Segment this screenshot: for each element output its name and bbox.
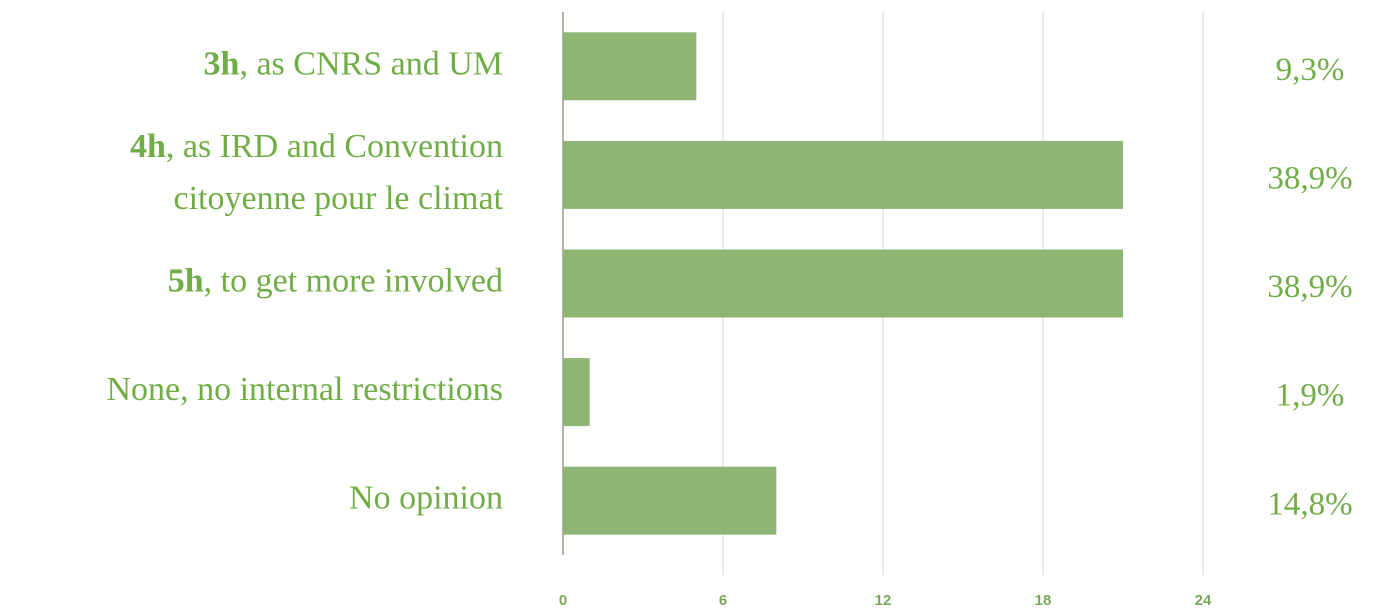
category-label: 5h, to get more involved (168, 262, 503, 299)
category-label: No opinion (349, 479, 503, 516)
label-rest: , to get more involved (204, 262, 503, 299)
label-rest: , as IRD and Convention (166, 128, 503, 165)
share-label: 38,9% (1267, 160, 1352, 196)
label-line: None, no internal restrictions (106, 371, 503, 408)
bar (563, 466, 777, 535)
share-label: 1,9% (1276, 378, 1345, 414)
bar (563, 140, 1123, 209)
x-tick-label: 0 (559, 592, 567, 609)
x-tick-label: 18 (1035, 592, 1052, 609)
category-label: None, no internal restrictions (106, 371, 503, 408)
x-tick-label: 24 (1195, 592, 1212, 609)
label-line: No opinion (349, 479, 503, 516)
label-bold: 4h (130, 128, 166, 165)
share-label: 38,9% (1267, 269, 1352, 305)
label-rest: , as CNRS and UM (239, 45, 503, 82)
share-label: 9,3% (1276, 52, 1345, 88)
x-tick-label: 12 (875, 592, 892, 609)
share-label: 14,8% (1267, 486, 1352, 522)
bar (563, 358, 590, 427)
bar (563, 249, 1123, 318)
x-tick-label: 6 (719, 592, 727, 609)
bar (563, 32, 697, 101)
category-label: 3h, as CNRS and UM (204, 45, 503, 82)
label-bold: 3h (204, 45, 240, 82)
label-bold: 5h (168, 262, 204, 299)
label-line: citoyenne pour le climat (174, 180, 504, 217)
category-label: 4h, as IRD and Convention citoyenne pour … (130, 128, 504, 217)
